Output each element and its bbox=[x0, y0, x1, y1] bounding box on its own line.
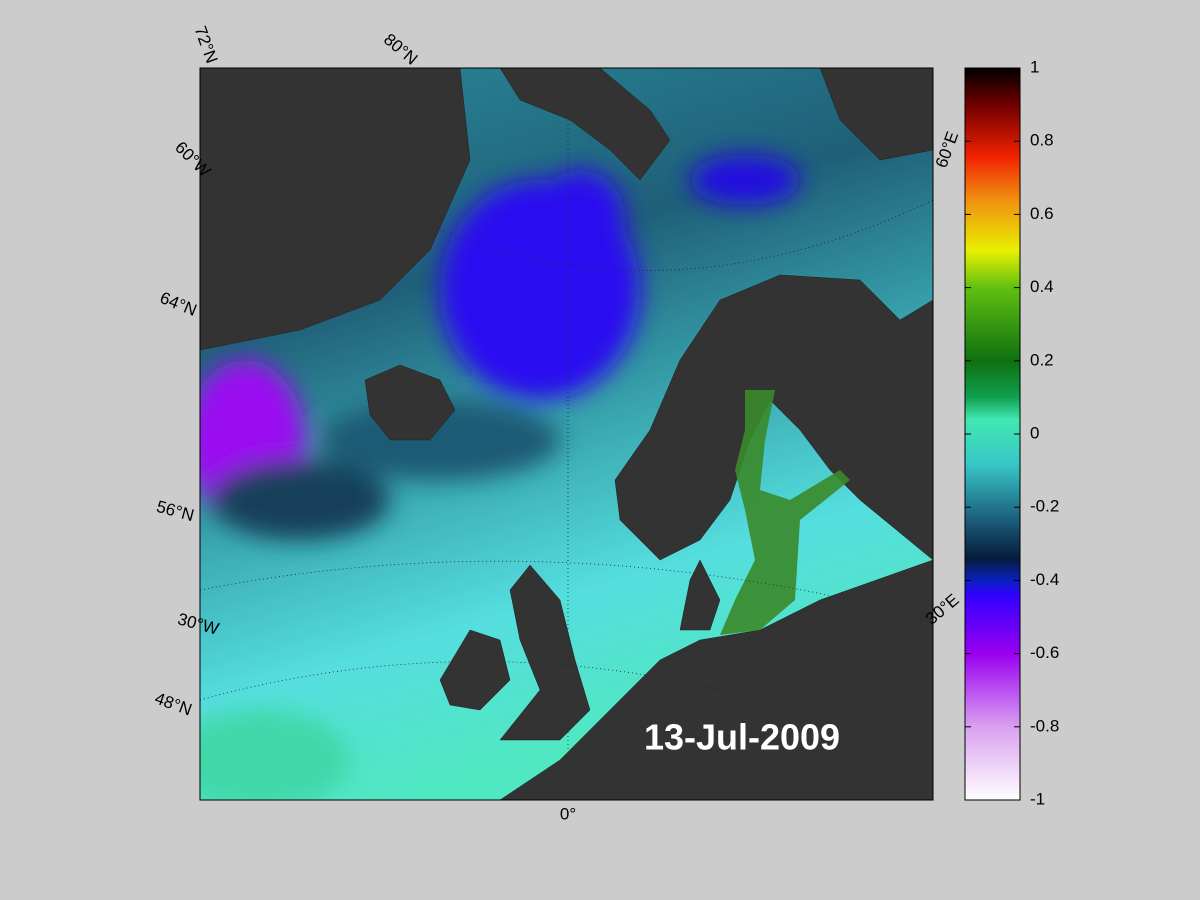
tick-label: 1 bbox=[1030, 57, 1039, 76]
graticule-label: 60°E bbox=[932, 129, 963, 170]
tick-label: -0.6 bbox=[1030, 643, 1059, 662]
graticule-label: 56°N bbox=[154, 497, 196, 525]
map: 13-Jul-2009 bbox=[200, 68, 933, 800]
date-label: 13-Jul-2009 bbox=[644, 717, 840, 758]
colorbar-ticks: -1 -0.8 -0.6 -0.4 -0.2 0 0.2 0.4 0.6 0.8 1 bbox=[965, 57, 1059, 808]
graticule-label: 0° bbox=[560, 804, 576, 823]
map-frame bbox=[199, 67, 934, 801]
colorbar bbox=[964, 67, 1021, 801]
tick-label: 0.2 bbox=[1030, 350, 1054, 369]
tick-label: 0 bbox=[1030, 423, 1039, 442]
graticule-label: 72°N bbox=[191, 24, 222, 66]
tick-label: -1 bbox=[1030, 789, 1045, 808]
tick-label: -0.8 bbox=[1030, 716, 1059, 735]
tick-label: 0.8 bbox=[1030, 131, 1054, 150]
tick-label: 0.4 bbox=[1030, 277, 1054, 296]
graticule-label: 80°N bbox=[380, 30, 421, 69]
graticule-label: 64°N bbox=[157, 288, 199, 320]
tick-label: -0.4 bbox=[1030, 570, 1059, 589]
tick-label: -0.2 bbox=[1030, 497, 1059, 516]
tick-label: 0.6 bbox=[1030, 204, 1054, 223]
graticule-label: 48°N bbox=[152, 689, 194, 720]
